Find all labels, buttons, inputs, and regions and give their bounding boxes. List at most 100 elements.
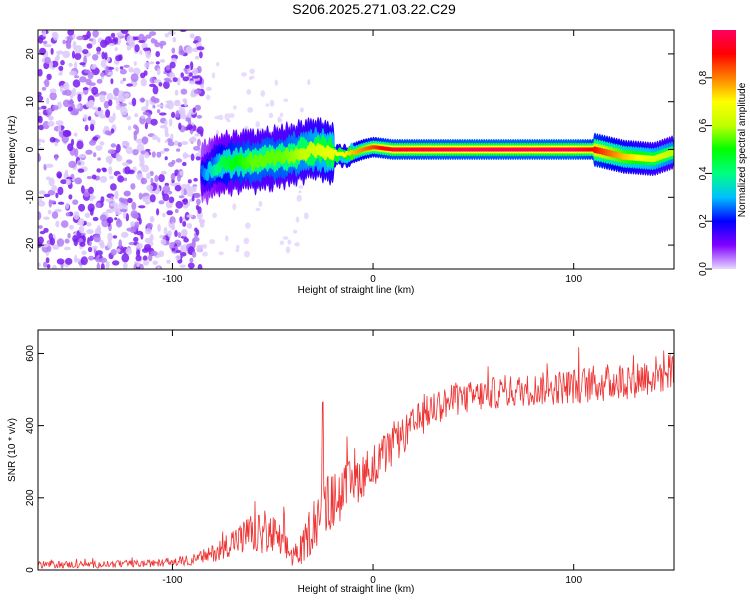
spectrogram-cell	[119, 66, 124, 70]
spectrogram-cell	[88, 186, 94, 194]
spectrogram-cell	[86, 30, 91, 39]
spectrogram-cell	[250, 75, 255, 80]
spectrogram-cell	[81, 250, 87, 256]
spectrogram-cell	[133, 236, 139, 243]
spectrogram-xtick-label: 100	[565, 274, 582, 285]
spectrogram-cell	[216, 61, 220, 67]
spectrogram-cell	[229, 113, 235, 118]
spectrogram-cell	[38, 36, 44, 44]
spectrogram-cell	[55, 138, 60, 143]
spectrogram-cell	[196, 114, 203, 119]
spectrogram-cell	[119, 208, 128, 213]
spectrogram-cell	[149, 233, 154, 242]
spectrogram-cell	[194, 104, 201, 111]
spectrogram-cell	[38, 124, 45, 131]
spectrogram-cell	[190, 136, 197, 142]
spectrogram-cell	[189, 257, 194, 263]
spectrogram-cell	[73, 211, 80, 220]
spectrogram-cell	[87, 246, 93, 253]
spectrogram-cell	[108, 166, 113, 175]
spectrogram-cell	[87, 116, 92, 121]
spectrogram-cell	[179, 216, 183, 224]
spectrogram-cell	[169, 72, 176, 79]
spectrogram-cell	[45, 257, 50, 264]
spectrogram-cell	[136, 173, 144, 181]
spectrogram-cell	[173, 140, 179, 146]
spectrogram-cell	[174, 184, 182, 192]
spectrogram-xtick-label: -100	[162, 274, 182, 285]
spectrogram-cell	[131, 201, 137, 211]
spectrogram-cell	[193, 192, 201, 199]
spectrogram-cell	[163, 148, 170, 152]
spectrogram-cell	[283, 98, 289, 102]
spectrogram-cell	[133, 132, 137, 141]
spectrogram-cell	[260, 90, 266, 97]
spectrogram-cell	[182, 98, 187, 103]
spectrogram-cell	[38, 142, 41, 147]
spectrogram-cell	[76, 140, 84, 150]
spectrogram-cell	[57, 201, 65, 205]
spectrogram-cell	[132, 149, 139, 156]
spectrogram-cell	[142, 111, 149, 116]
spectrogram-cell	[235, 248, 240, 253]
spectrogram-cell	[174, 230, 178, 237]
spectrogram-cell	[218, 251, 224, 256]
spectrogram-cell	[83, 114, 88, 122]
spectrogram-cell	[78, 218, 85, 226]
spectrogram-cell	[153, 97, 160, 104]
spectrogram-cell	[100, 263, 105, 269]
spectrogram-cell	[42, 40, 48, 45]
colorbar-label: Normalized spectral amplitude	[737, 82, 748, 217]
spectrogram-cell	[196, 46, 205, 51]
spectrogram-cell	[56, 238, 65, 247]
spectrogram-cell	[173, 101, 181, 107]
spectrogram-cell	[155, 61, 160, 65]
spectrogram-cell	[171, 47, 176, 54]
spectrogram-cell	[193, 89, 202, 95]
spectrogram-cell	[106, 92, 114, 102]
spectrogram-cell	[63, 83, 68, 89]
spectrogram-cell	[187, 118, 192, 125]
spectrogram-cell	[156, 104, 164, 108]
spectrogram-cell	[38, 106, 43, 111]
spectrogram-cell	[80, 232, 86, 236]
spectrogram-cell	[151, 134, 159, 140]
spectrogram-ytick-label: 20	[25, 48, 36, 60]
spectrogram-cell	[241, 72, 247, 77]
spectrogram-cell	[159, 124, 167, 129]
spectrogram-cell	[120, 30, 129, 34]
spectrogram-cell	[126, 197, 133, 204]
spectrogram-cell	[46, 107, 53, 115]
spectrogram-cell	[52, 264, 57, 269]
spectrogram-cell	[56, 258, 65, 265]
spectrogram-cell	[120, 106, 128, 116]
colorbar-ticks: 0.0 0.2 0.4 0.6 0.8	[698, 70, 712, 276]
spectrogram-cell	[163, 226, 168, 236]
spectrogram-cell	[183, 154, 191, 158]
spectrogram-cell	[38, 111, 41, 117]
spectrogram-cell	[56, 50, 64, 55]
spectrogram-cell	[64, 89, 72, 96]
spectrogram-cell	[55, 192, 59, 199]
snr-ytick-label: 0	[25, 567, 36, 573]
spectrogram-cell	[139, 264, 144, 269]
spectrogram-cell	[141, 106, 149, 112]
spectrogram-cell	[134, 113, 139, 118]
spectrogram-ytick-label: 0	[25, 146, 36, 152]
spectrogram-cell	[117, 90, 126, 100]
colorbar: 0.0 0.2 0.4 0.6 0.8 Normalized spectral ampl…	[698, 30, 748, 276]
spectrogram-cell	[59, 85, 64, 93]
spectrogram-cell	[138, 205, 146, 209]
spectrogram-cell	[97, 157, 101, 161]
spectrogram-cell	[159, 59, 166, 63]
spectrogram-cell	[255, 207, 261, 212]
spectrogram-cell	[156, 151, 162, 158]
spectrogram-cell	[178, 49, 185, 56]
spectrogram-cell	[110, 143, 117, 148]
spectrogram-cell	[38, 211, 42, 221]
spectrogram-cell	[199, 51, 203, 59]
spectrogram-cell	[39, 47, 46, 56]
spectrogram-cell	[103, 100, 110, 109]
spectrogram-cell	[126, 35, 134, 44]
spectrogram-cell	[51, 185, 58, 192]
